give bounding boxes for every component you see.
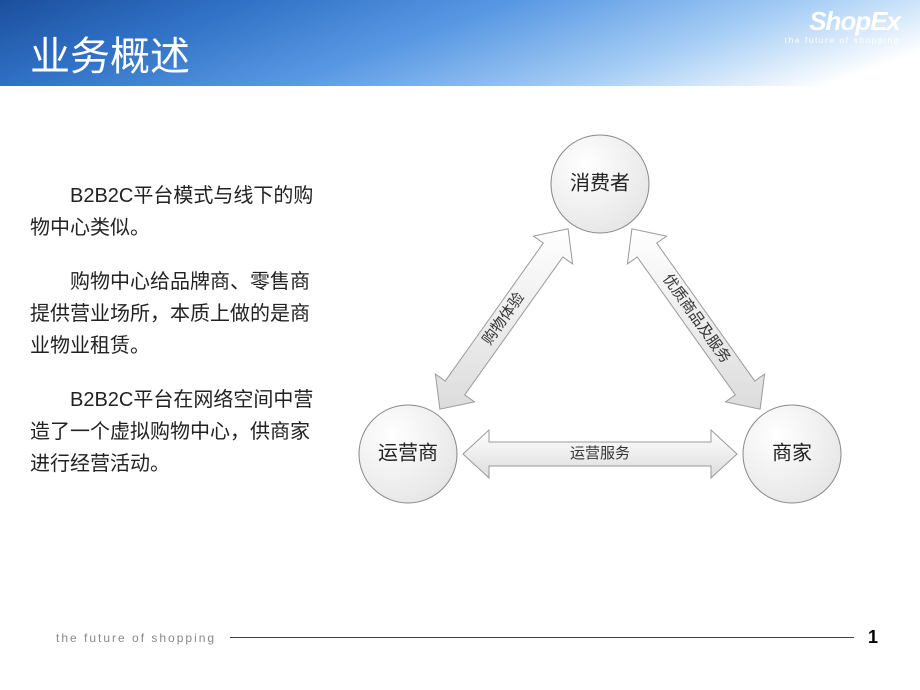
paragraph-2: 购物中心给品牌商、零售商提供营业场所，本质上做的是商业物业租赁。 (30, 266, 320, 362)
footer-tagline: the future of shopping (56, 631, 216, 645)
node-label-operator: 运营商 (378, 441, 438, 464)
logo-tagline: the future of shopping (785, 35, 900, 45)
footer-divider (230, 637, 854, 638)
brand-logo: ShopEx the future of shopping (785, 6, 900, 45)
slide-title: 业务概述 (30, 24, 190, 82)
node-label-consumer: 消费者 (570, 171, 630, 194)
logo-text: ShopEx (785, 6, 900, 37)
edge-label: 优质商品及服务 (659, 271, 734, 366)
page-number: 1 (868, 627, 878, 648)
body-text: B2B2C平台模式与线下的购物中心类似。 购物中心给品牌商、零售商提供营业场所，… (30, 180, 320, 502)
paragraph-3: B2B2C平台在网络空间中营造了一个虚拟购物中心，供商家进行经营活动。 (30, 384, 320, 480)
slide-footer: the future of shopping 1 (0, 627, 920, 648)
diagram-svg: 购物体验优质商品及服务运营服务消费者运营商商家 (330, 120, 890, 560)
edge-label: 运营服务 (570, 445, 630, 462)
slide: 业务概述 ShopEx the future of shopping B2B2C… (0, 0, 920, 690)
paragraph-1: B2B2C平台模式与线下的购物中心类似。 (30, 180, 320, 244)
triangle-diagram: 购物体验优质商品及服务运营服务消费者运营商商家 (330, 120, 890, 560)
slide-header: 业务概述 ShopEx the future of shopping (0, 0, 920, 86)
node-label-merchant: 商家 (772, 441, 812, 464)
